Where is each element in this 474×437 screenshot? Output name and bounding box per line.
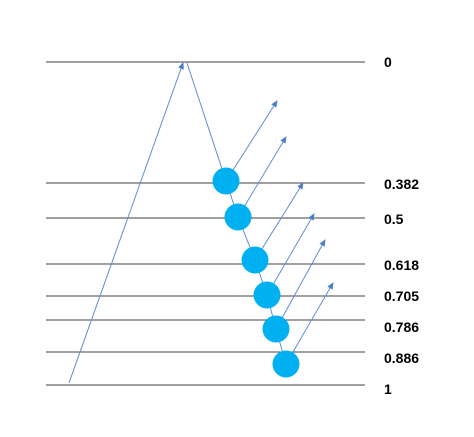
bounce-arrow-3 [266, 213, 315, 296]
level-label-1: 1 [384, 381, 392, 397]
bounce-arrow-4 [275, 239, 326, 330]
level-label-0: 0 [384, 54, 392, 70]
level-touch-markers [212, 167, 300, 378]
bounce-arrows [225, 100, 334, 365]
touch-marker-4 [262, 315, 290, 343]
bounce-arrow-1 [237, 136, 287, 218]
impulse-up-line [68, 62, 184, 384]
level-label-0886: 0.886 [384, 350, 419, 366]
touch-marker-1 [224, 203, 252, 231]
level-label-0786: 0.786 [384, 319, 419, 335]
price-impulse-path [68, 62, 287, 384]
touch-marker-0 [212, 167, 240, 195]
level-label-05: 0.5 [384, 211, 404, 227]
touch-marker-3 [253, 281, 281, 309]
bounce-arrow-0 [225, 100, 278, 182]
level-label-0618: 0.618 [384, 257, 419, 273]
bounce-arrow-5 [285, 282, 334, 365]
touch-marker-5 [272, 350, 300, 378]
touch-marker-2 [241, 246, 269, 274]
bounce-arrow-2 [254, 182, 304, 261]
level-label-0382: 0.382 [384, 176, 419, 192]
level-label-0705: 0.705 [384, 288, 419, 304]
retracement-level-lines [46, 61, 365, 386]
